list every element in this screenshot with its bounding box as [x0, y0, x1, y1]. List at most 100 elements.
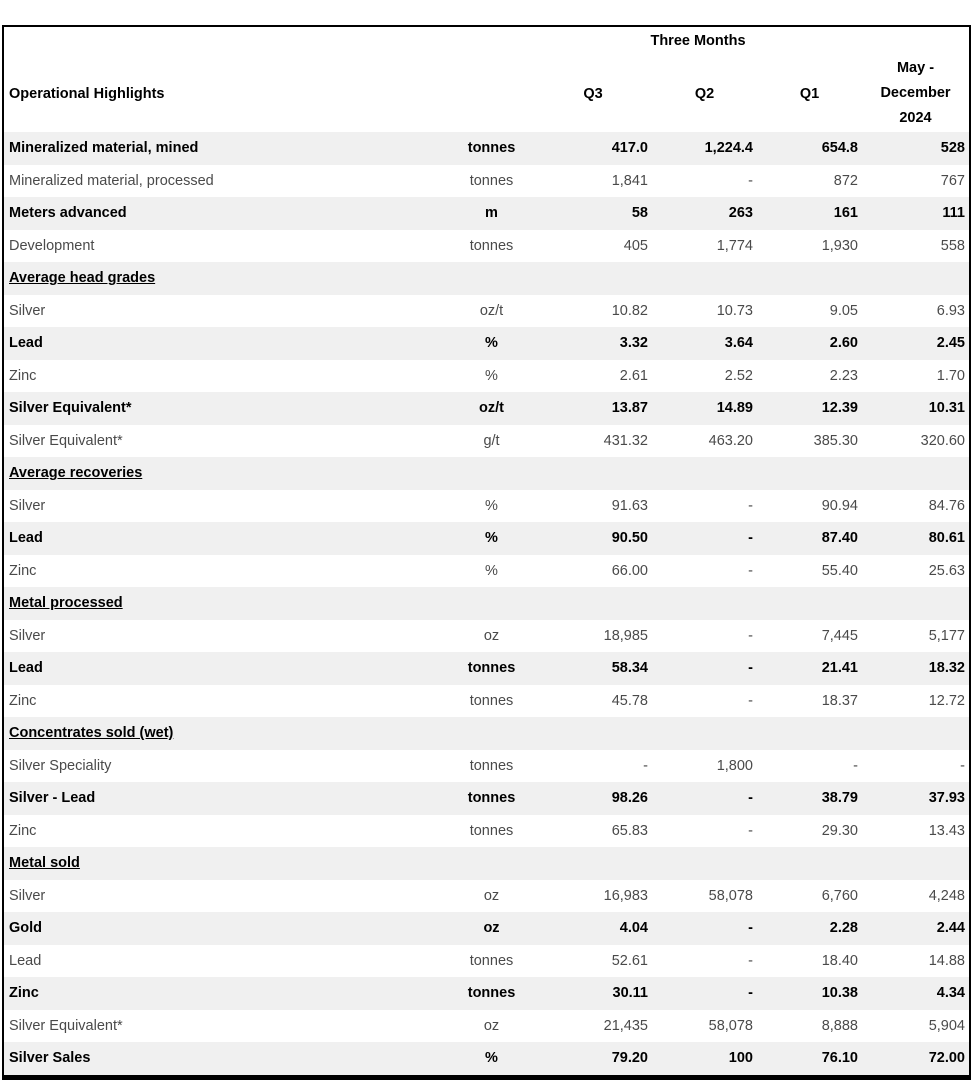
period-value: 767 [940, 172, 965, 189]
q2-value: 100 [728, 1050, 753, 1067]
table-row: Zinc% 2.61 2.52 2.23 1.70 [4, 360, 969, 393]
unit-cell: % [485, 367, 498, 384]
section-title: Metal sold [9, 855, 80, 872]
unit-cell: oz/t [479, 400, 504, 417]
row-label: Silver Sales [9, 1050, 91, 1067]
section-header-row: Metal processed [4, 587, 969, 620]
table-row: Lead% 90.50 - 87.40 80.61 [4, 522, 969, 555]
q2-value: 10.73 [716, 302, 753, 319]
unit-cell: tonnes [467, 790, 516, 807]
q1-value: - [853, 757, 858, 774]
row-label: Zinc [9, 822, 37, 839]
row-label: Zinc [9, 367, 37, 384]
q3-value: 98.26 [611, 790, 648, 807]
period-value: 5,904 [928, 1017, 965, 1034]
q1-value: 90.94 [821, 497, 858, 514]
q1-value: 2.28 [829, 920, 858, 937]
row-label: Lead [9, 660, 43, 677]
period-line-2: December [880, 85, 951, 101]
table-row: Zinc% 66.00 - 55.40 25.63 [4, 555, 969, 588]
column-header-period: May - December 2024 [862, 56, 969, 131]
q1-value: 38.79 [821, 790, 858, 807]
unit-cell: tonnes [469, 757, 514, 774]
unit-cell: tonnes [469, 692, 514, 709]
row-label: Zinc [9, 985, 39, 1002]
q2-value: - [748, 920, 753, 937]
row-label: Gold [9, 920, 43, 937]
q3-value: 58 [631, 205, 648, 222]
row-label: Silver Equivalent* [9, 1017, 123, 1034]
q3-value: 16,983 [603, 887, 648, 904]
period-value: 37.93 [928, 790, 965, 807]
unit-cell: oz [483, 1017, 500, 1034]
q2-value: - [748, 952, 753, 969]
period-value: 528 [940, 140, 965, 157]
table-row: Silver oz 16,983 58,078 6,760 4,248 [4, 880, 969, 913]
period-value: 72.00 [928, 1050, 965, 1067]
span-header-row: Three Months [4, 27, 969, 55]
table-row: Lead tonnes 58.34 - 21.41 18.32 [4, 652, 969, 685]
period-line-3: 2024 [899, 110, 932, 126]
table-row: Gold oz 4.04 - 2.28 2.44 [4, 912, 969, 945]
q1-value: 12.39 [821, 400, 858, 417]
operational-highlights-table: Three Months Operational Highlights Q3 Q… [2, 25, 971, 1080]
row-label: Silver [9, 302, 46, 319]
unit-cell: m [485, 205, 498, 222]
q2-value: 1,774 [716, 237, 753, 254]
row-label: Mineralized material, processed [9, 172, 214, 189]
period-value: 4,248 [928, 887, 965, 904]
table-row: Silver Sales% 79.20 100 76.10 72.00 [4, 1042, 969, 1075]
q3-value: 45.78 [611, 692, 648, 709]
period-value: 320.60 [920, 432, 965, 449]
table-row: Lead tonnes 52.61 - 18.40 14.88 [4, 945, 969, 978]
unit-cell: oz [483, 627, 500, 644]
q3-value: 58.34 [611, 660, 648, 677]
row-label: Lead [9, 335, 43, 352]
unit-cell: tonnes [469, 952, 514, 969]
q2-value: - [748, 790, 753, 807]
unit-cell: oz/t [479, 302, 504, 319]
row-label: Development [9, 237, 95, 254]
unit-cell: % [485, 1050, 498, 1067]
unit-cell: tonnes [469, 237, 514, 254]
table-row: Mineralized material, processed tonnes 1,8… [4, 165, 969, 198]
table-row: Silver Equivalent* oz 21,435 58,078 8,888 5,9… [4, 1010, 969, 1043]
period-value: 2.45 [936, 335, 965, 352]
period-value: 4.34 [936, 985, 965, 1002]
period-line-1: May - [896, 60, 935, 76]
q3-value: 13.87 [611, 400, 648, 417]
unit-cell: tonnes [469, 822, 514, 839]
q1-value: 7,445 [821, 627, 858, 644]
table-row: Meters advanced m 58 263 161 111 [4, 197, 969, 230]
q2-value: - [748, 627, 753, 644]
q3-value: 30.11 [612, 985, 649, 1002]
period-value: 80.61 [928, 530, 965, 547]
q2-value: 1,224.4 [704, 140, 753, 157]
q3-value: 90.50 [611, 530, 648, 547]
q3-value: 18,985 [603, 627, 648, 644]
table-row: Zinc tonnes 30.11 - 10.38 4.34 [4, 977, 969, 1010]
table-row: Silver oz/t 10.82 10.73 9.05 6.93 [4, 295, 969, 328]
period-value: 10.31 [928, 400, 965, 417]
table-row: Silver Equivalent* oz/t 13.87 14.89 12.39 10.… [4, 392, 969, 425]
row-label: Lead [9, 952, 42, 969]
row-label: Lead [9, 530, 43, 547]
section-header-row: Average head grades [4, 262, 969, 295]
column-header-label: Operational Highlights [9, 85, 165, 102]
row-label: Silver Equivalent* [9, 400, 132, 417]
q2-value: - [748, 822, 753, 839]
q1-value: 2.60 [829, 335, 858, 352]
q2-value: 14.89 [716, 400, 753, 417]
period-value: 14.88 [928, 952, 965, 969]
q2-value: - [748, 660, 753, 677]
row-label: Silver Speciality [9, 757, 112, 774]
period-value: 1.70 [936, 367, 965, 384]
q3-value: 1,841 [611, 172, 648, 189]
q3-value: 65.83 [611, 822, 648, 839]
row-label: Silver - Lead [9, 790, 96, 807]
section-header-row: Average recoveries [4, 457, 969, 490]
q1-value: 1,930 [821, 237, 858, 254]
q3-value: 79.20 [611, 1050, 648, 1067]
q1-value: 2.23 [829, 367, 858, 384]
